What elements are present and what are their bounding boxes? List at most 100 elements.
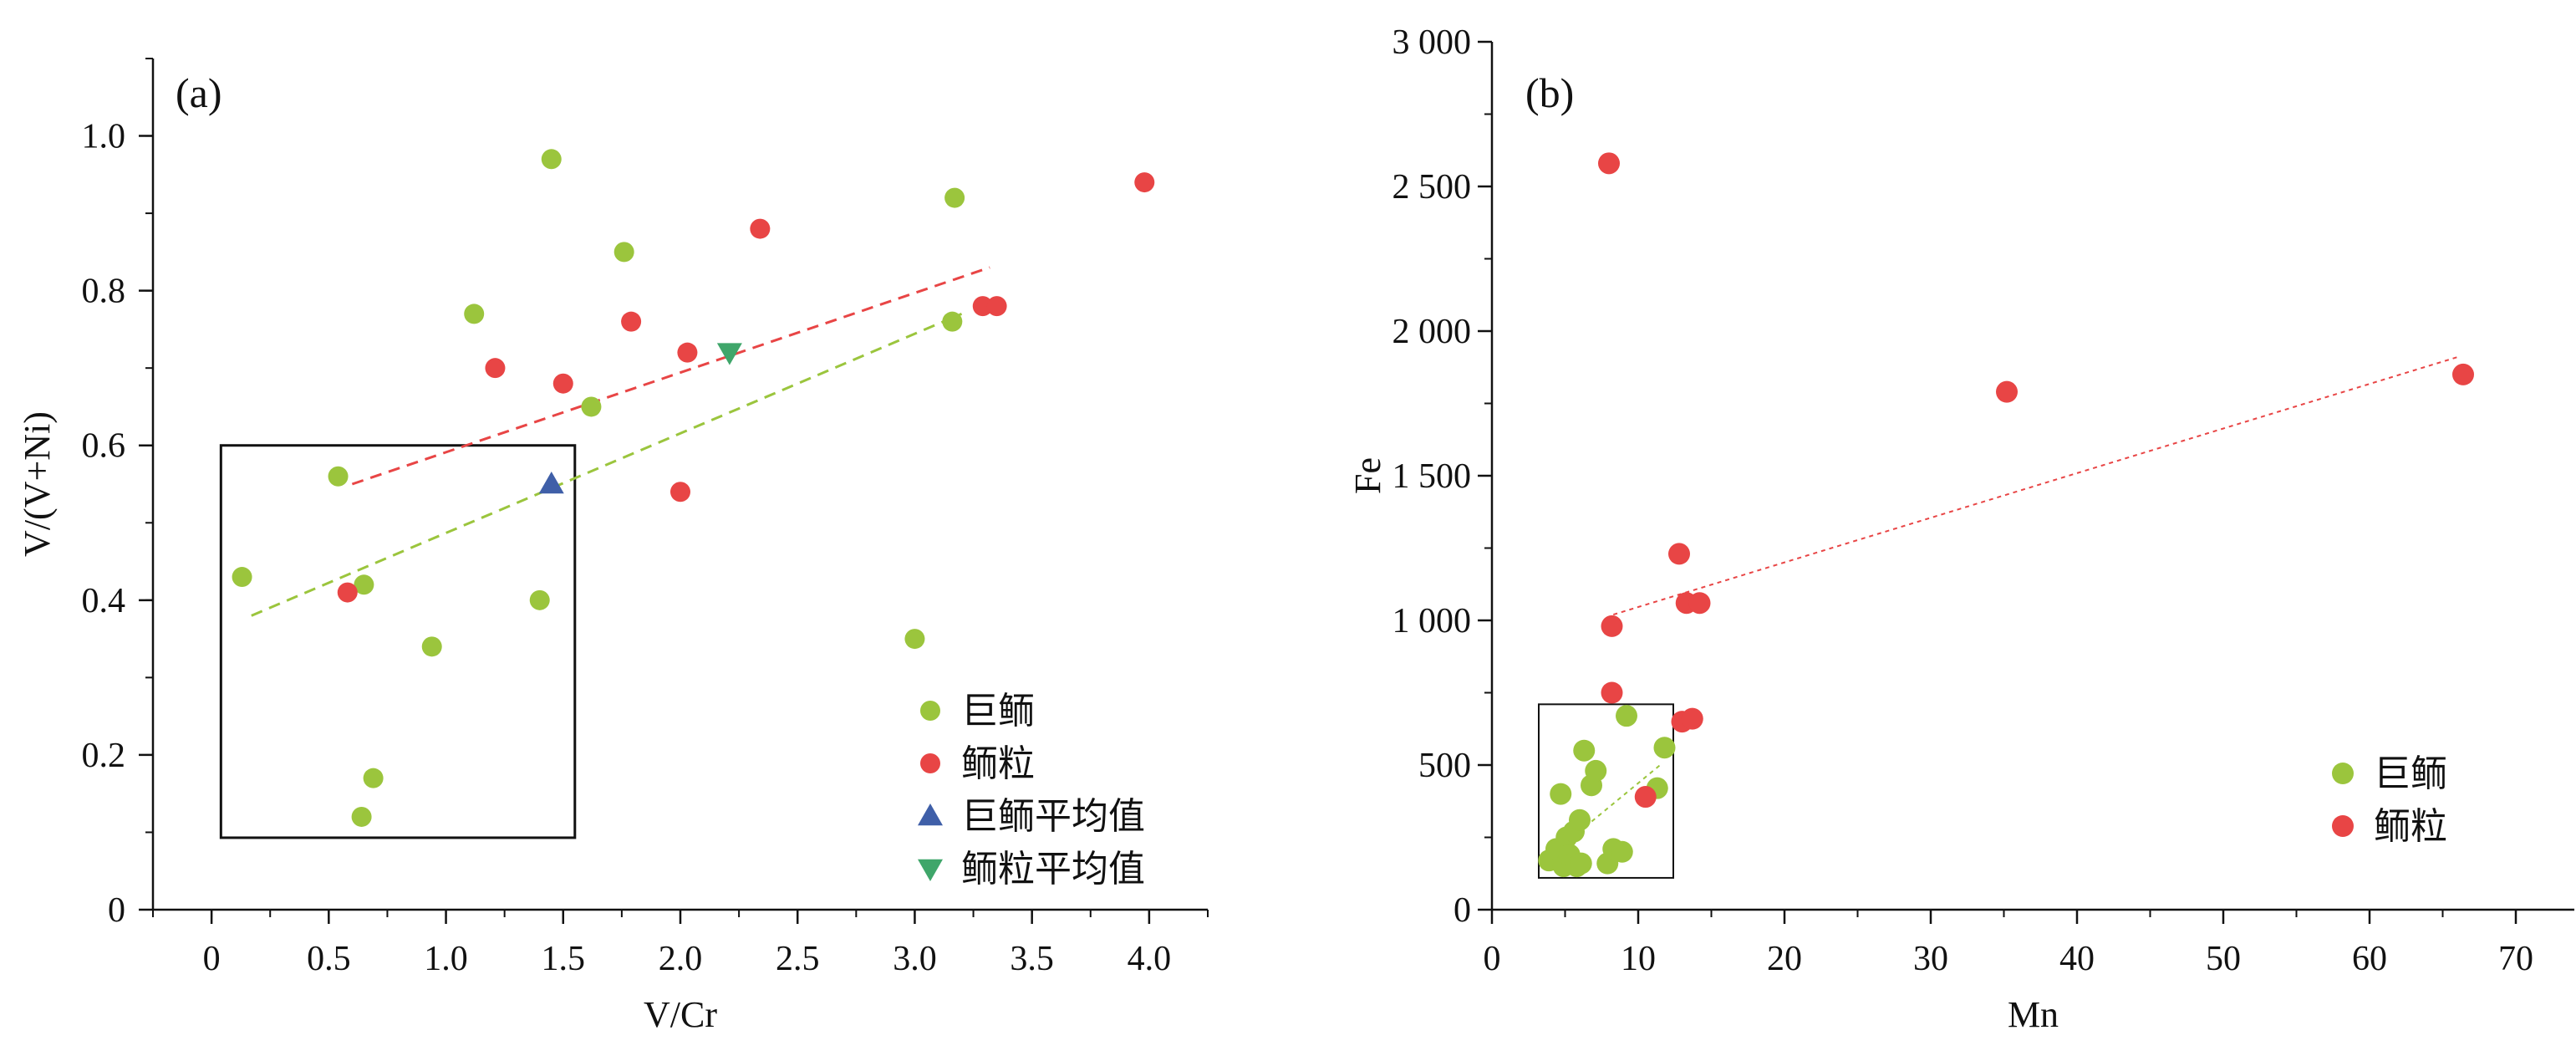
data-point — [552, 373, 573, 394]
data-point — [1616, 705, 1637, 727]
x-tick-label: 0 — [1484, 940, 1501, 978]
x-tick-label: 4.0 — [1128, 940, 1172, 978]
x-tick-label: 20 — [1767, 940, 1802, 978]
data-point — [328, 466, 349, 487]
highlight-box — [219, 444, 577, 839]
trend-line — [1612, 356, 2458, 616]
data-point — [354, 574, 374, 595]
data-point — [750, 218, 771, 239]
y-axis-title: V/(V+Ni) — [17, 411, 58, 557]
data-point — [363, 768, 384, 788]
x-tick-label: 70 — [2498, 940, 2533, 978]
x-tick-label: 60 — [2352, 940, 2387, 978]
y-tick-label: 1.0 — [82, 118, 126, 156]
data-point — [621, 311, 642, 332]
data-point — [904, 629, 925, 650]
y-axis-title: Fe — [1347, 457, 1388, 494]
trend-line — [251, 313, 963, 617]
data-point — [421, 636, 442, 657]
data-point — [1634, 786, 1657, 809]
x-tick-label: 30 — [1913, 940, 1948, 978]
data-point — [986, 296, 1007, 317]
data-point — [464, 304, 485, 324]
x-axis-title: Mn — [2008, 994, 2059, 1035]
data-point — [944, 187, 965, 208]
legend-marker — [920, 701, 940, 721]
x-tick-label: 2.0 — [659, 940, 703, 978]
legend-marker — [2332, 815, 2354, 837]
data-point — [538, 472, 564, 494]
y-tick-label: 0.2 — [82, 737, 126, 775]
x-tick-label: 1.5 — [542, 940, 586, 978]
y-tick-label: 3 000 — [1392, 23, 1472, 62]
x-tick-label: 1.0 — [424, 940, 468, 978]
trend-line — [351, 266, 990, 486]
x-tick-label: 10 — [1621, 940, 1656, 978]
data-point — [541, 149, 562, 170]
x-tick-label: 3.5 — [1010, 940, 1054, 978]
data-point — [1585, 759, 1607, 782]
legend-label: 巨鲕 — [961, 690, 1035, 732]
data-point — [716, 343, 742, 365]
y-tick-label: 500 — [1418, 747, 1471, 785]
legend-label: 鲕粒平均值 — [961, 848, 1145, 890]
data-point — [942, 311, 963, 332]
x-tick-label: 50 — [2206, 940, 2241, 978]
panel-label: (a) — [176, 69, 222, 116]
legend-label: 鲕粒 — [2374, 805, 2447, 848]
legend-label: 巨鲕平均值 — [961, 795, 1145, 838]
data-point — [351, 806, 372, 827]
y-tick-label: 2 500 — [1392, 168, 1472, 207]
legend-marker — [920, 753, 940, 773]
data-point — [337, 582, 358, 603]
highlight-box — [1538, 703, 1674, 879]
y-tick-label: 0 — [108, 891, 125, 930]
data-point — [1611, 840, 1633, 863]
data-point — [1570, 852, 1592, 875]
data-point — [1996, 380, 2018, 403]
x-tick-label: 0.5 — [307, 940, 351, 978]
data-point — [1569, 809, 1591, 831]
data-point — [1601, 681, 1623, 704]
data-point — [2452, 363, 2474, 385]
x-axis-title: V/Cr — [644, 994, 717, 1035]
legend-label: 巨鲕 — [2374, 752, 2447, 795]
y-tick-label: 0.4 — [82, 582, 126, 620]
y-tick-label: 0 — [1453, 891, 1471, 930]
data-point — [1668, 543, 1690, 565]
data-point — [581, 396, 602, 417]
y-tick-label: 1 500 — [1392, 457, 1472, 496]
y-tick-label: 1 000 — [1392, 602, 1472, 640]
legend-marker — [918, 803, 943, 826]
chart-panel-b: 0 10 20 30 40 50 60 70 0 500 1 000 1 500 2 000 2 500 3… — [1347, 23, 2574, 1035]
data-point — [529, 589, 550, 610]
data-point — [1134, 172, 1155, 193]
panel-label: (b) — [1525, 69, 1574, 116]
data-point — [1573, 739, 1596, 762]
legend-label: 鲕粒 — [961, 742, 1035, 785]
data-point — [972, 296, 993, 317]
y-tick-label: 2 000 — [1392, 313, 1472, 351]
data-point — [232, 567, 252, 588]
chart-panel-a: 0 0.5 1.0 1.5 2.0 2.5 3.0 3.5 4.0 0 0.2 0.4 0.6 0.8 1.… — [17, 58, 1209, 1035]
legend-marker — [918, 859, 943, 881]
x-tick-label: 0 — [203, 940, 221, 978]
legend-marker — [2332, 763, 2354, 784]
data-point — [1601, 615, 1623, 637]
data-point — [1681, 707, 1703, 730]
data-point — [485, 358, 506, 379]
data-point — [1598, 152, 1620, 175]
data-point — [670, 482, 690, 502]
data-point — [1688, 592, 1711, 615]
y-tick-label: 0.8 — [82, 273, 126, 311]
data-point — [1653, 737, 1676, 759]
data-point — [613, 242, 634, 263]
data-point — [677, 342, 698, 363]
x-tick-label: 2.5 — [776, 940, 820, 978]
x-tick-label: 40 — [2059, 940, 2095, 978]
x-tick-label: 3.0 — [893, 940, 937, 978]
y-tick-label: 0.6 — [82, 427, 126, 466]
